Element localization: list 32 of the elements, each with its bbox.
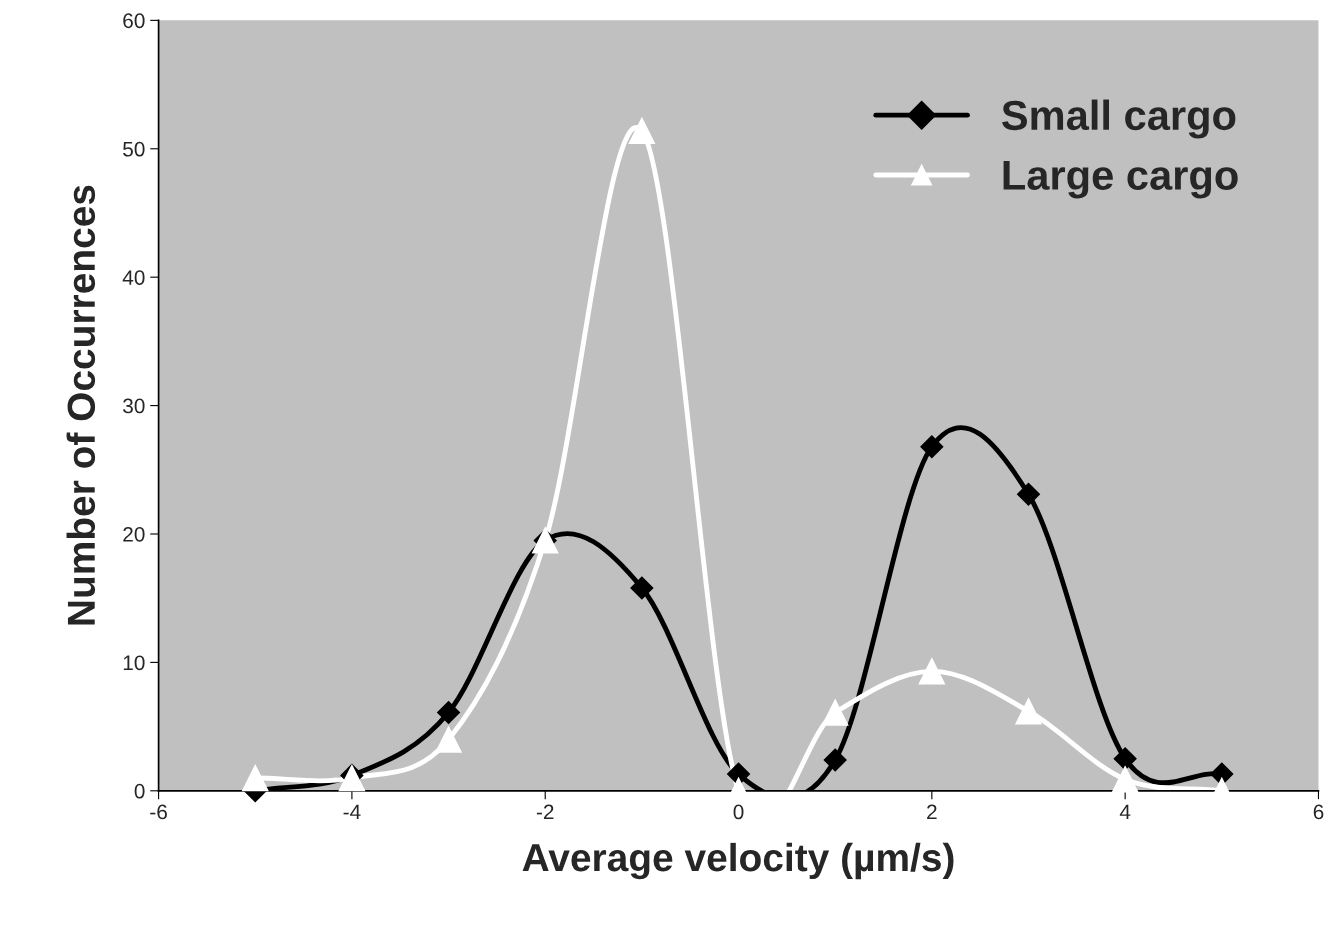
y-tick-label: 30: [123, 398, 145, 414]
x-tick-label: 6: [1313, 804, 1324, 820]
x-tick-label: -6: [150, 804, 167, 820]
point: [435, 726, 462, 753]
point: [437, 700, 461, 724]
point: [823, 748, 847, 772]
point: [918, 658, 946, 685]
y-tick-label: 50: [123, 141, 145, 157]
y-tick-label: 0: [134, 783, 145, 799]
point: [242, 764, 269, 792]
x-tick-label: 2: [927, 804, 937, 820]
y-tick-label: 20: [123, 526, 145, 542]
point: [628, 117, 656, 144]
point: [1016, 482, 1040, 506]
point: [920, 435, 944, 459]
point: [1113, 747, 1137, 771]
y-tick-label: 40: [122, 270, 145, 285]
y-axis-title: Number of Occurrences: [66, 185, 96, 625]
y-tick-label: 10: [123, 655, 145, 671]
x-tick-label: -2: [536, 804, 554, 820]
point: [1111, 766, 1139, 793]
legend-label: Large cargo: [1003, 160, 1238, 199]
point: [1015, 697, 1042, 725]
x-tick-label: 0: [733, 804, 744, 820]
point: [630, 576, 654, 600]
y-tick-label: 60: [123, 13, 145, 29]
x-tick-label: 4: [1119, 804, 1131, 820]
legend-label: Small cargo: [1002, 99, 1236, 139]
x-axis-title: Average velocity (µm/s): [522, 842, 954, 880]
x-tick-label: -4: [343, 804, 361, 820]
point: [821, 699, 849, 726]
point: [338, 764, 366, 792]
